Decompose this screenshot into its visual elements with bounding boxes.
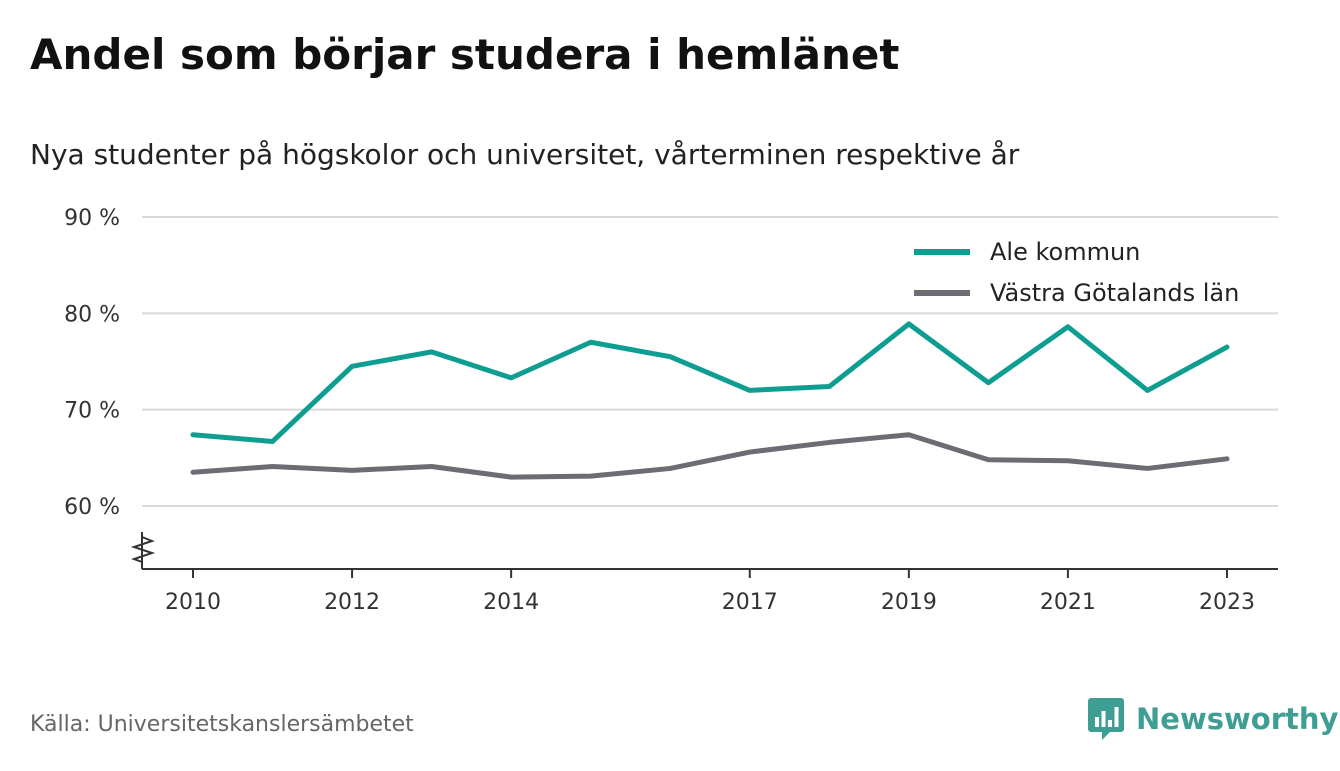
- x-tick-label: 2023: [1199, 590, 1255, 615]
- x-tick-label: 2021: [1040, 590, 1096, 615]
- x-tick-label: 2017: [722, 590, 778, 615]
- newsworthy-logo: Newsworthy: [1088, 698, 1338, 740]
- y-tick-label: 90 %: [64, 206, 120, 231]
- series-line-ale-kommun: [190, 321, 1230, 444]
- x-tick-label: 2014: [483, 590, 539, 615]
- y-tick-label: 80 %: [64, 302, 120, 327]
- brand-name: Newsworthy: [1136, 702, 1339, 736]
- y-tick-label: 60 %: [64, 495, 120, 520]
- series-line-v-stra-g-talands-l-n: [190, 432, 1230, 480]
- x-tick-label: 2012: [324, 590, 380, 615]
- line-chart: 60 % 70 % 80 % 90 % 2010 2012 2014 2017 2019 2021…: [64, 206, 1280, 615]
- source-note: Källa: Universitetskanslersämbetet: [30, 712, 414, 737]
- axis-break-icon: [130, 536, 156, 563]
- chart-title: Andel som börjar studera i hemlänet: [30, 30, 900, 79]
- legend-label: Västra Götalands län: [990, 279, 1239, 307]
- x-tick-label: 2010: [165, 590, 221, 615]
- x-tick-label: 2019: [881, 590, 937, 615]
- y-tick-label: 70 %: [64, 399, 120, 424]
- bar-chart-speech-bubble-icon: [1088, 698, 1124, 740]
- legend-label: Ale kommun: [990, 238, 1140, 266]
- chart-subtitle: Nya studenter på högskolor och universit…: [30, 138, 1020, 171]
